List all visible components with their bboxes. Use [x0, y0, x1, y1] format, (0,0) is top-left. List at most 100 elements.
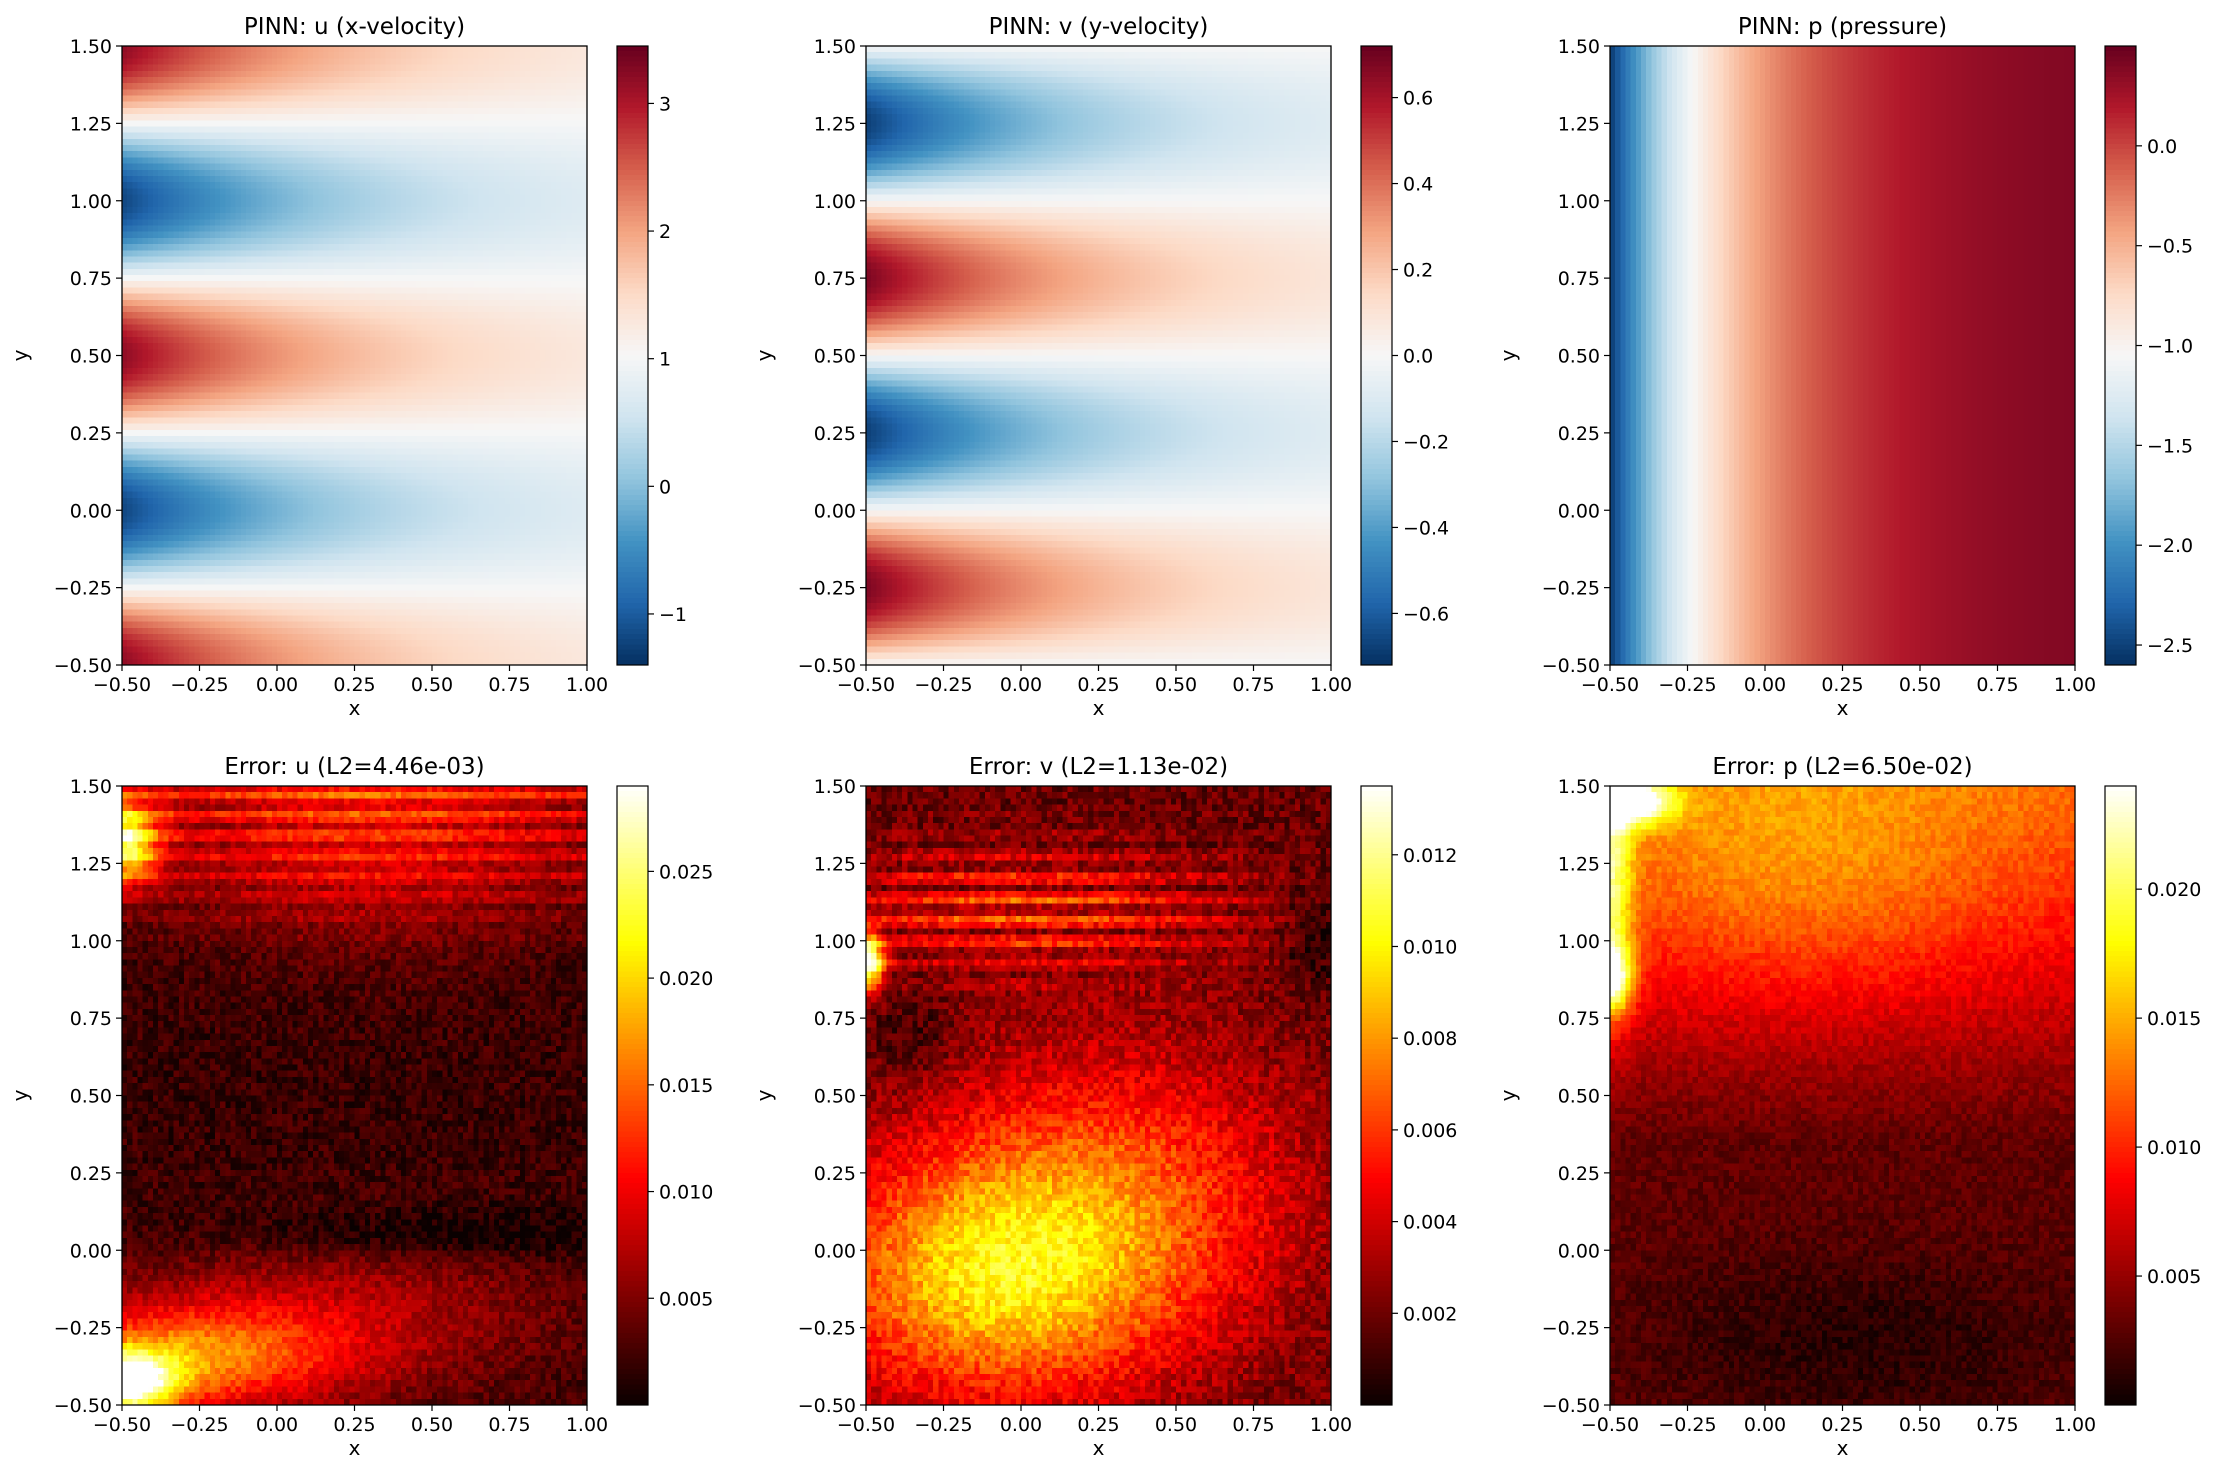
- heatmap-cell: [225, 244, 231, 251]
- heatmap-cell: [143, 52, 149, 59]
- heatmap-cell: [494, 195, 500, 202]
- heatmap-cell: [530, 195, 536, 202]
- heatmap-cell: [143, 126, 149, 133]
- heatmap-cell: [298, 83, 304, 90]
- heatmap-cell: [535, 164, 541, 171]
- heatmap-cell: [174, 120, 180, 127]
- heatmap-cell: [406, 120, 412, 127]
- heatmap-cell: [132, 170, 138, 177]
- heatmap-cell: [442, 71, 448, 78]
- heatmap-cell: [566, 207, 572, 214]
- heatmap-cell: [318, 83, 324, 90]
- heatmap-cell: [282, 133, 288, 140]
- heatmap-cell: [463, 164, 469, 171]
- heatmap-cell: [122, 151, 128, 158]
- heatmap-cell: [324, 114, 330, 121]
- heatmap-cell: [365, 83, 371, 90]
- heatmap-cell: [251, 108, 257, 115]
- heatmap-cell: [329, 58, 335, 65]
- heatmap-cell: [313, 133, 319, 140]
- heatmap-cell: [148, 71, 154, 78]
- heatmap-cell: [520, 238, 526, 245]
- heatmap-cell: [200, 238, 206, 245]
- heatmap-cell: [339, 226, 345, 233]
- heatmap-cell: [577, 207, 583, 214]
- heatmap-cell: [132, 151, 138, 158]
- heatmap-cell: [210, 139, 216, 146]
- heatmap-cell: [138, 52, 144, 59]
- heatmap-cell: [360, 77, 366, 84]
- heatmap-cell: [143, 108, 149, 115]
- heatmap-cell: [308, 188, 314, 195]
- heatmap-cell: [551, 139, 557, 146]
- heatmap-cell: [194, 201, 200, 208]
- heatmap-cell: [308, 164, 314, 171]
- heatmap-cell: [262, 182, 268, 189]
- heatmap-cell: [127, 195, 133, 202]
- heatmap-cell: [210, 145, 216, 152]
- heatmap-cell: [556, 108, 562, 115]
- heatmap-cell: [510, 232, 516, 239]
- heatmap-cell: [442, 58, 448, 65]
- heatmap-cell: [556, 126, 562, 133]
- heatmap-cell: [205, 58, 211, 65]
- heatmap-cell: [417, 46, 423, 53]
- heatmap-cell: [515, 182, 521, 189]
- heatmap-cell: [396, 133, 402, 140]
- heatmap-cell: [334, 176, 340, 183]
- heatmap-cell: [510, 170, 516, 177]
- heatmap-cell: [453, 108, 459, 115]
- heatmap-cell: [370, 58, 376, 65]
- heatmap-cell: [246, 250, 252, 257]
- heatmap-cell: [551, 83, 557, 90]
- heatmap-cell: [169, 71, 175, 78]
- heatmap-cell: [169, 176, 175, 183]
- heatmap-cell: [530, 238, 536, 245]
- heatmap-cell: [515, 133, 521, 140]
- heatmap-cell: [406, 213, 412, 220]
- heatmap-cell: [463, 182, 469, 189]
- heatmap-cell: [494, 58, 500, 65]
- heatmap-cell: [422, 77, 428, 84]
- heatmap-cell: [561, 108, 567, 115]
- heatmap-cell: [437, 219, 443, 226]
- heatmap-cell: [468, 201, 474, 208]
- heatmap-cell: [355, 151, 361, 158]
- heatmap-cell: [417, 120, 423, 127]
- heatmap-cell: [380, 120, 386, 127]
- heatmap-cell: [349, 188, 355, 195]
- heatmap-cell: [158, 151, 164, 158]
- heatmap-cell: [184, 102, 190, 109]
- heatmap-cell: [535, 139, 541, 146]
- heatmap-cell: [148, 219, 154, 226]
- heatmap-cell: [360, 120, 366, 127]
- heatmap-cell: [504, 108, 510, 115]
- heatmap-cell: [561, 89, 567, 96]
- heatmap-cell: [220, 71, 226, 78]
- heatmap-cell: [411, 114, 417, 121]
- heatmap-cell: [138, 182, 144, 189]
- heatmap-cell: [530, 52, 536, 59]
- heatmap-cell: [272, 89, 278, 96]
- heatmap-cell: [349, 126, 355, 133]
- heatmap-cell: [494, 65, 500, 72]
- heatmap-cell: [339, 71, 345, 78]
- heatmap-cell: [453, 182, 459, 189]
- heatmap-cell: [468, 145, 474, 152]
- heatmap-cell: [293, 108, 299, 115]
- heatmap-cell: [241, 151, 247, 158]
- heatmap-cell: [479, 182, 485, 189]
- heatmap-cell: [220, 213, 226, 220]
- heatmap-cell: [236, 238, 242, 245]
- heatmap-cell: [458, 195, 464, 202]
- heatmap-cell: [308, 151, 314, 158]
- heatmap-cell: [194, 182, 200, 189]
- heatmap-cell: [427, 170, 433, 177]
- heatmap-cell: [329, 238, 335, 245]
- heatmap-cell: [153, 176, 159, 183]
- heatmap-cell: [437, 176, 443, 183]
- heatmap-cell: [179, 58, 185, 65]
- heatmap-cell: [143, 238, 149, 245]
- heatmap-cell: [437, 201, 443, 208]
- heatmap-cell: [572, 102, 578, 109]
